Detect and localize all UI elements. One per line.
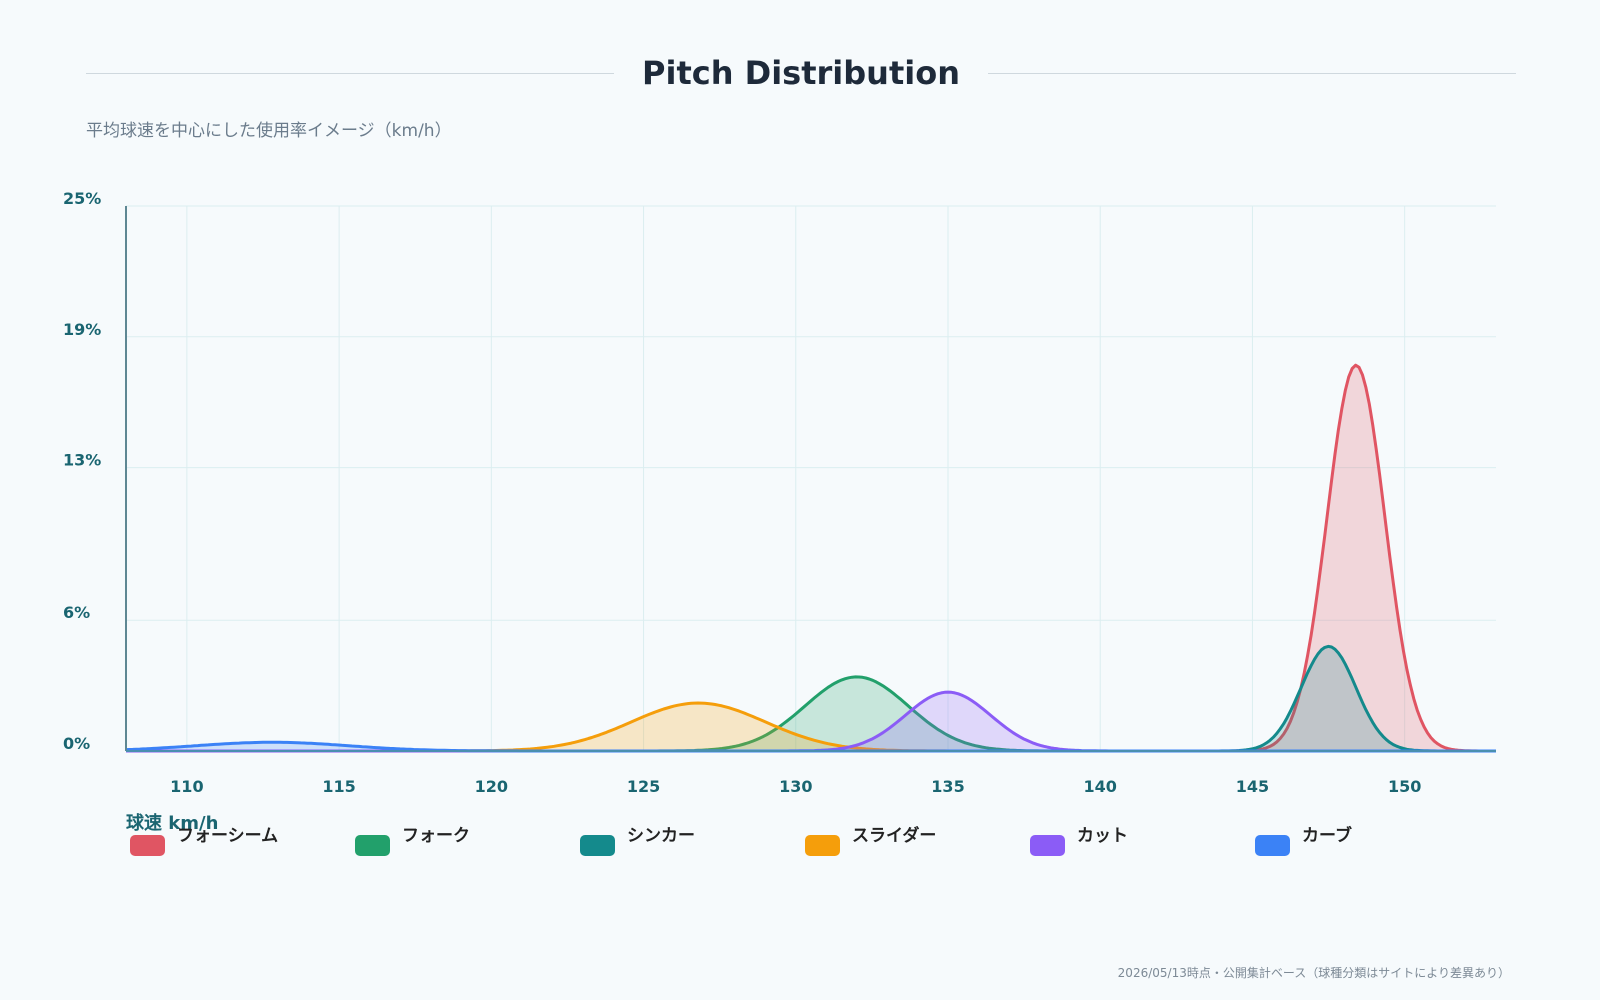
legend-label: フォーシーム <box>177 826 279 846</box>
x-tick-label: 125 <box>627 777 660 796</box>
legend-item: スライダー <box>805 826 936 856</box>
series-area <box>126 703 1496 751</box>
series-line <box>126 363 1496 753</box>
legend-swatch <box>805 835 840 856</box>
legend-label: スライダー <box>852 826 937 846</box>
title-rule-left <box>86 72 615 74</box>
x-tick-label: 150 <box>1388 777 1421 796</box>
x-tick-label: 120 <box>475 777 508 796</box>
x-tick-label: 115 <box>322 777 355 796</box>
y-tick-label: 6% <box>63 603 90 622</box>
chart-legend: フォーシーム フォーク シンカー スライダー カット カーブ <box>130 826 1530 856</box>
y-tick-label: 0% <box>63 734 90 753</box>
title-row: Pitch Distribution <box>86 48 1517 98</box>
x-tick-label: 130 <box>779 777 812 796</box>
legend-swatch <box>1030 835 1065 856</box>
legend-swatch <box>580 835 615 856</box>
legend-swatch <box>355 835 390 856</box>
legend-item: カット <box>1030 826 1128 856</box>
x-tick-label: 135 <box>931 777 964 796</box>
y-tick-label: 13% <box>63 451 101 470</box>
legend-label: フォーク <box>402 826 470 846</box>
footer-note: 2026/05/13時点・公開集計ベース（球種分類はサイトにより差異あり） <box>1117 966 1510 980</box>
legend-swatch <box>1255 835 1290 856</box>
series-area <box>126 676 1496 751</box>
page-title: Pitch Distribution <box>642 54 960 92</box>
legend-item: フォーク <box>355 826 470 856</box>
x-tick-label: 140 <box>1084 777 1117 796</box>
legend-label: カット <box>1077 826 1128 846</box>
x-axis-label: 球速 km/h <box>126 812 218 834</box>
legend-swatch <box>130 835 165 856</box>
x-tick-label: 145 <box>1236 777 1269 796</box>
x-tick-label: 110 <box>170 777 203 796</box>
title-rule-right <box>987 72 1517 74</box>
series-area <box>126 365 1496 751</box>
legend-label: カーブ <box>1302 826 1352 846</box>
legend-label: シンカー <box>627 826 695 846</box>
chart-subtitle: 平均球速を中心にした使用率イメージ（km/h） <box>86 121 452 141</box>
y-tick-label: 25% <box>63 189 101 208</box>
legend-item: シンカー <box>580 826 695 856</box>
legend-item: カーブ <box>1255 826 1352 856</box>
legend-item: フォーシーム <box>130 826 278 856</box>
series-area <box>126 646 1496 751</box>
y-tick-label: 19% <box>63 320 101 339</box>
